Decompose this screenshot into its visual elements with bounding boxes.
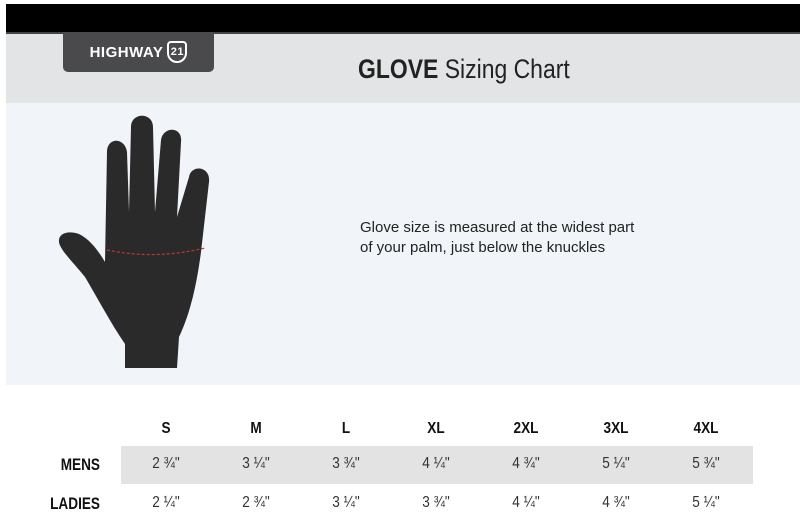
size-value: 4 ¼": [512, 494, 540, 511]
size-header: 3XL: [603, 420, 629, 437]
size-header: L: [341, 420, 351, 437]
title-bold: GLOVE: [358, 54, 439, 84]
row-label: LADIES: [50, 494, 100, 513]
brand-name: HIGHWAY: [89, 43, 164, 61]
size-value: 3 ¾": [422, 494, 450, 511]
brand-logo: HIGHWAY 21: [63, 32, 214, 72]
size-value: 5 ¼": [692, 494, 720, 511]
size-header: S: [161, 420, 171, 437]
hand-icon: [58, 115, 210, 368]
size-value: 4 ¾": [512, 455, 540, 472]
size-value: 3 ¾": [332, 455, 360, 472]
size-value: 2 ¼": [152, 494, 180, 511]
size-header: XL: [427, 420, 445, 437]
size-value: 4 ¾": [602, 494, 630, 511]
top-bar: [6, 4, 800, 32]
size-value: 2 ¾": [242, 494, 270, 511]
mens-row-band: [121, 446, 753, 484]
measurement-description: Glove size is measured at the widest par…: [360, 218, 634, 258]
size-value: 4 ¼": [422, 455, 450, 472]
size-header: 4XL: [693, 420, 719, 437]
size-value: 3 ¼": [332, 494, 360, 511]
size-header: M: [250, 420, 262, 437]
shield-icon: 21: [167, 41, 188, 63]
divider: [6, 32, 800, 34]
row-label: MENS: [60, 455, 100, 474]
size-value: 3 ¼": [242, 455, 270, 472]
size-value: 5 ¼": [602, 455, 630, 472]
size-header: 2XL: [513, 420, 539, 437]
size-value: 5 ¾": [692, 455, 720, 472]
title-rest: Sizing Chart: [444, 54, 570, 84]
description-line-1: Glove size is measured at the widest par…: [360, 219, 635, 236]
description-line-2: of your palm, just below the knuckles: [360, 239, 606, 256]
size-value: 2 ¾": [152, 455, 180, 472]
page-title: GLOVE Sizing Chart: [358, 54, 570, 85]
